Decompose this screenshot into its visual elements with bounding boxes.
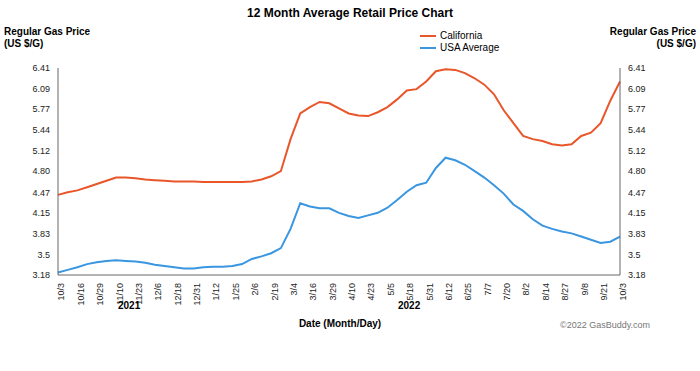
svg-text:10/29: 10/29 (95, 283, 105, 305)
svg-text:2/6: 2/6 (250, 283, 260, 296)
svg-text:3.83: 3.83 (32, 229, 50, 239)
svg-text:2/19: 2/19 (270, 283, 280, 301)
svg-text:8/27: 8/27 (560, 283, 570, 301)
html-text:2022: 2022 (398, 300, 421, 311)
svg-text:5.44: 5.44 (628, 125, 646, 135)
svg-text:4/23: 4/23 (366, 283, 376, 301)
svg-text:6.09: 6.09 (32, 84, 50, 94)
svg-text:5.12: 5.12 (628, 146, 646, 156)
svg-text:11/23: 11/23 (133, 283, 144, 305)
svg-text:12/31: 12/31 (192, 283, 202, 305)
svg-text:1/25: 1/25 (231, 283, 241, 301)
svg-text:3.18: 3.18 (628, 270, 646, 280)
svg-text:3/29: 3/29 (328, 283, 338, 301)
svg-text:10/16: 10/16 (76, 283, 86, 305)
html-text:2021: 2021 (118, 300, 141, 311)
svg-text:3/16: 3/16 (308, 283, 318, 301)
svg-text:5/18: 5/18 (405, 283, 415, 301)
svg-text:3.83: 3.83 (628, 229, 646, 239)
svg-text:3.5: 3.5 (628, 250, 641, 260)
html-text:12 Month Average Retail Price: 12 Month Average Retail Price Chart (247, 6, 453, 20)
svg-text:6.41: 6.41 (32, 63, 50, 73)
svg-text:5.77: 5.77 (32, 104, 50, 114)
svg-text:9/8: 9/8 (580, 283, 590, 296)
html-text:California: California (440, 30, 483, 41)
svg-text:5/31: 5/31 (425, 283, 435, 301)
svg-text:5.12: 5.12 (32, 146, 50, 156)
svg-text:3.5: 3.5 (37, 250, 50, 260)
svg-text:3/4: 3/4 (289, 283, 299, 296)
html-text:USA Average: USA Average (440, 42, 500, 53)
svg-text:12/6: 12/6 (153, 283, 163, 301)
svg-text:5/5: 5/5 (386, 283, 396, 296)
svg-text:4.47: 4.47 (32, 188, 50, 198)
svg-text:7/20: 7/20 (502, 283, 512, 301)
svg-text:12/18: 12/18 (173, 283, 183, 305)
svg-text:10/3: 10/3 (618, 283, 628, 301)
svg-text:3.18: 3.18 (32, 270, 50, 280)
svg-text:4/10: 4/10 (347, 283, 357, 301)
svg-text:4.15: 4.15 (32, 208, 50, 218)
svg-text:6.41: 6.41 (628, 63, 646, 73)
svg-text:4.80: 4.80 (628, 166, 646, 176)
html-text:©2022 GasBuddy.com: ©2022 GasBuddy.com (560, 320, 650, 330)
html-text:Regular Gas Price (US $/G): Regular Gas Price (US $/G) (4, 26, 91, 49)
svg-text:9/21: 9/21 (599, 283, 609, 301)
svg-text:4.15: 4.15 (628, 208, 646, 218)
svg-text:4.80: 4.80 (32, 166, 50, 176)
svg-text:5.77: 5.77 (628, 104, 646, 114)
svg-text:8/14: 8/14 (541, 283, 551, 301)
svg-text:5.44: 5.44 (32, 125, 50, 135)
svg-text:8/2: 8/2 (521, 283, 531, 296)
svg-text:1/12: 1/12 (211, 283, 221, 301)
html-text:Regular Gas Price (US $/G): Regular Gas Price (US $/G) (609, 26, 696, 49)
svg-text:6/25: 6/25 (463, 283, 473, 301)
svg-text:7/7: 7/7 (483, 283, 493, 296)
svg-text:6/12: 6/12 (444, 283, 454, 301)
svg-text:4.47: 4.47 (628, 188, 646, 198)
svg-text:11/10: 11/10 (114, 283, 125, 305)
svg-text:10/3: 10/3 (56, 283, 66, 301)
html-text:Date (Month/Day): Date (Month/Day) (298, 318, 382, 329)
svg-text:6.09: 6.09 (628, 84, 646, 94)
